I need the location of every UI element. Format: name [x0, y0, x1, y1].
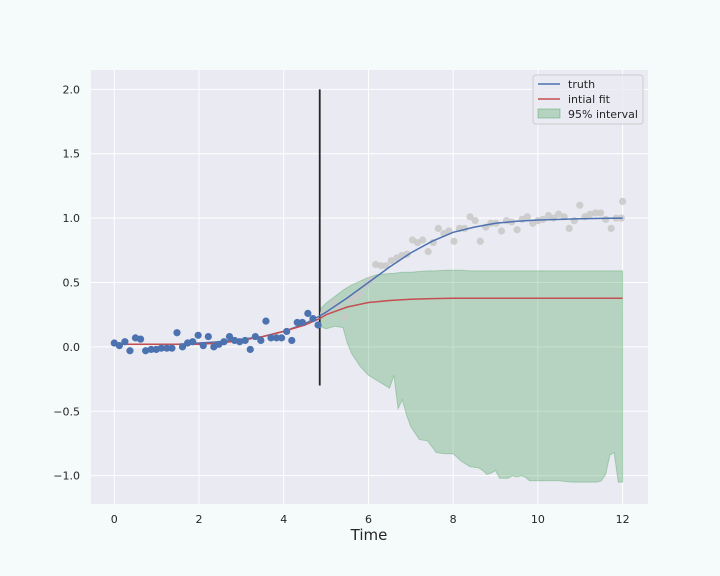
future-point	[450, 237, 458, 245]
x-tick-label: 10	[531, 513, 545, 526]
observed-point	[157, 344, 165, 352]
observed-point	[136, 335, 145, 343]
future-point	[523, 213, 531, 221]
y-tick-label: 0.5	[63, 276, 81, 289]
observed-point	[304, 309, 312, 318]
observed-point	[251, 332, 259, 341]
observed-point	[126, 347, 134, 355]
future-point	[607, 224, 615, 233]
observed-point	[293, 318, 301, 327]
future-point	[586, 210, 594, 218]
observed-point	[236, 338, 244, 346]
future-point	[424, 247, 432, 256]
observed-point	[262, 317, 270, 325]
observed-point	[241, 336, 249, 345]
y-tick-label: 0.0	[63, 341, 81, 354]
future-point	[377, 262, 385, 270]
observed-point	[178, 343, 187, 351]
y-tick-label: 1.0	[63, 212, 81, 225]
observed-point	[314, 321, 322, 329]
future-point	[602, 215, 610, 223]
future-point	[576, 201, 584, 209]
interval-band	[319, 269, 624, 483]
observed-point	[142, 347, 150, 355]
observed-points	[110, 309, 322, 355]
future-point	[419, 236, 427, 244]
legend-label-interval: 95% interval	[568, 108, 638, 121]
observed-point	[147, 345, 155, 354]
future-point	[434, 224, 442, 233]
x-tick-label: 4	[280, 513, 287, 526]
future-point	[591, 209, 600, 217]
future-point	[618, 197, 627, 205]
future-point	[565, 224, 573, 233]
future-point	[372, 260, 380, 269]
future-point	[513, 226, 521, 234]
y-tick-label: 2.0	[63, 83, 81, 96]
observed-point	[309, 314, 317, 323]
observed-point	[220, 338, 228, 346]
y-tick-label: 1.5	[63, 148, 81, 161]
future-point	[596, 209, 605, 217]
legend-label-truth: truth	[568, 78, 595, 91]
observed-point	[225, 332, 234, 341]
legend-label-initial-fit: intial fit	[568, 93, 611, 106]
x-tick-label: 12	[616, 513, 630, 526]
observed-point	[204, 332, 212, 341]
future-point	[476, 237, 484, 245]
x-tick-label: 0	[111, 513, 118, 526]
observed-point	[173, 329, 181, 337]
y-tick-label: −0.5	[53, 405, 80, 418]
future-point	[555, 210, 563, 218]
tick-labels: 0 2 4 6 8 10 12 −1.0 −0.5 0.0 0.5 1.0 1.5 2.0	[53, 83, 629, 526]
observed-point	[246, 345, 254, 354]
observed-point	[199, 341, 207, 350]
interval-layer	[319, 269, 624, 483]
observed-point	[272, 334, 281, 342]
observed-point	[194, 331, 202, 339]
observed-point	[168, 344, 176, 352]
observed-point	[257, 336, 265, 345]
observed-point	[283, 327, 291, 336]
observed-point	[267, 334, 275, 342]
x-tick-label: 6	[365, 513, 372, 526]
observed-point	[121, 338, 129, 346]
observed-point	[278, 334, 286, 342]
observed-point	[298, 318, 306, 327]
observed-point	[115, 341, 123, 350]
plot-area	[91, 70, 648, 504]
x-tick-label: 8	[450, 513, 457, 526]
y-tick-label: −1.0	[53, 470, 80, 483]
legend-swatch-interval	[537, 108, 561, 119]
future-point	[466, 213, 474, 221]
future-point	[340, 313, 348, 321]
future-point	[471, 217, 479, 225]
x-tick-label: 2	[196, 513, 203, 526]
future-point	[346, 296, 354, 305]
x-axis-label: Time	[350, 526, 388, 544]
future-point	[356, 290, 364, 298]
observed-point	[288, 336, 296, 345]
legend: truth intial fit 95% interval	[532, 74, 644, 125]
observed-point	[163, 344, 171, 352]
future-point	[387, 256, 395, 265]
observed-point	[189, 338, 197, 346]
future-point	[497, 227, 506, 235]
